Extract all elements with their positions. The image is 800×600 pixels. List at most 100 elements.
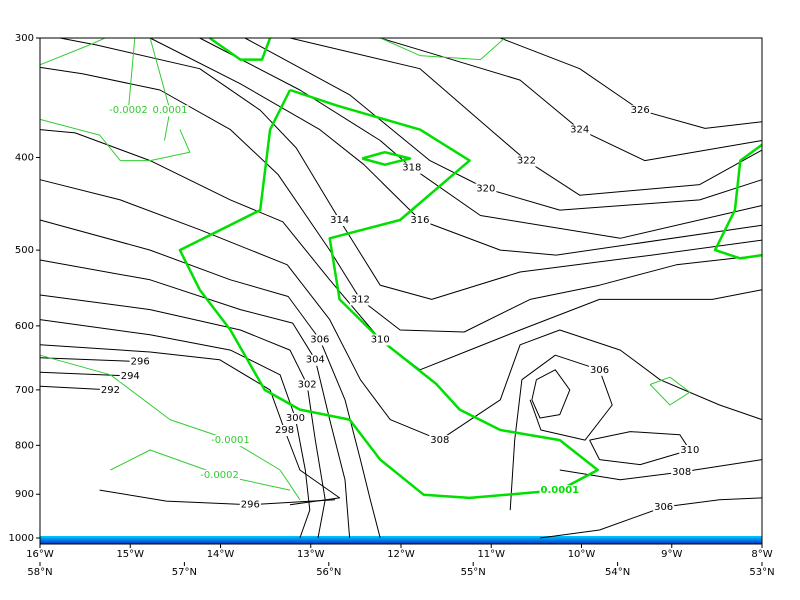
contour-line xyxy=(589,431,691,466)
contour-line xyxy=(39,354,301,500)
contour-label-bg xyxy=(129,356,151,368)
x2-tick-label: 58°N xyxy=(27,567,52,578)
y-tick-label: 300 xyxy=(15,33,34,44)
contour-label-bg xyxy=(329,215,351,227)
contour-line xyxy=(379,37,506,61)
contour-label: 308 xyxy=(672,467,691,478)
contour-label-bg xyxy=(119,371,141,383)
contour-label-bg xyxy=(653,501,675,513)
contour-line xyxy=(649,376,691,406)
contour-line xyxy=(531,369,571,419)
contour-label-bg xyxy=(210,435,251,447)
contour-label-bg xyxy=(401,162,423,174)
contour-label: 314 xyxy=(330,215,349,226)
contour-label: 294 xyxy=(121,371,140,382)
contour-label: 326 xyxy=(631,105,650,116)
x-tick-label: 9°W xyxy=(661,549,682,560)
contour-label: 296 xyxy=(241,500,260,511)
contour-label-bg xyxy=(589,364,611,376)
contour-label: 292 xyxy=(101,385,120,396)
contour-label-bg xyxy=(429,435,451,447)
x2-tick-label: 56°N xyxy=(316,567,341,578)
y-tick-label: 600 xyxy=(15,321,34,332)
contour-label: -0.0001 xyxy=(211,435,250,446)
x-tick-label: 14°W xyxy=(207,549,235,560)
contour-label: 308 xyxy=(430,435,449,446)
contour-label: 306 xyxy=(590,365,609,376)
contour-label-bg xyxy=(369,334,391,346)
contour-line xyxy=(178,88,599,500)
contour-label: 300 xyxy=(286,413,305,424)
contours xyxy=(39,36,763,539)
y-tick-label: 1000 xyxy=(9,533,34,544)
x2-tick-label: 55°N xyxy=(461,567,486,578)
contour-label: 306 xyxy=(310,334,329,345)
contour-label: 322 xyxy=(517,156,536,167)
contour-line xyxy=(39,118,191,162)
contour-label-bg xyxy=(239,499,261,511)
contour-label: 304 xyxy=(306,355,325,366)
contour-label-bg xyxy=(284,412,306,424)
contour-label-bg xyxy=(569,124,591,136)
x2-tick-label: 54°N xyxy=(605,567,630,578)
x-tick-label: 15°W xyxy=(116,549,144,560)
contour-label-bg xyxy=(679,444,701,456)
y-tick-label: 500 xyxy=(15,245,34,256)
contour-label: 324 xyxy=(570,125,589,136)
contour-label: 0.0001 xyxy=(541,485,580,496)
x-tick-label: 16°W xyxy=(26,549,54,560)
contour-label-bg xyxy=(108,105,149,117)
contour-label: -0.0002 xyxy=(109,105,148,116)
contour-label: 298 xyxy=(275,425,294,436)
contour-line xyxy=(208,36,272,61)
contour-label-bg xyxy=(151,105,189,117)
x2-tick-label: 53°N xyxy=(749,567,774,578)
contour-line xyxy=(149,37,763,256)
contour-label-bg xyxy=(304,354,326,366)
contour-line xyxy=(39,371,131,377)
contour-label: 0.0001 xyxy=(152,105,187,116)
contour-line xyxy=(149,37,171,141)
contour-label-bg xyxy=(409,215,431,227)
contour-line xyxy=(39,357,141,363)
contour-label: -0.0002 xyxy=(200,470,239,481)
contour-label: 320 xyxy=(476,183,495,194)
y-tick-label: 700 xyxy=(15,385,34,396)
x-tick-label: 8°W xyxy=(751,549,772,560)
contour-label-bg xyxy=(515,155,537,167)
contour-line xyxy=(539,497,763,539)
contour-line xyxy=(39,37,106,66)
contour-line xyxy=(99,489,336,506)
contour-label-bg xyxy=(296,379,318,391)
contour-label-bg xyxy=(349,294,371,306)
x-tick-label: 10°W xyxy=(568,549,596,560)
contour-labels: 314 316 318 320 322 324 326 312 310 308 306 304 302 3… xyxy=(99,105,701,513)
contour-label-bg xyxy=(671,466,693,478)
contour-line xyxy=(39,385,111,391)
surface-band xyxy=(40,536,762,544)
contour-label: 316 xyxy=(410,215,429,226)
contour-label: 318 xyxy=(402,163,421,174)
contour-line xyxy=(39,319,311,539)
contour-label: 310 xyxy=(371,334,390,345)
x2-tick-label: 57°N xyxy=(172,567,197,578)
contour-label-bg xyxy=(539,485,581,497)
contour-line xyxy=(380,37,763,162)
y-tick-label: 900 xyxy=(15,489,34,500)
contour-line xyxy=(289,37,763,196)
contour-line xyxy=(39,344,341,506)
contour-line xyxy=(713,143,763,260)
x-tick-label: 13°W xyxy=(297,549,325,560)
contour-line xyxy=(39,259,351,539)
contour-label: 310 xyxy=(680,445,699,456)
contour-label-bg xyxy=(475,183,497,195)
contour-label-bg xyxy=(309,334,331,346)
contour-label-bg xyxy=(199,469,240,481)
y-tick-label: 800 xyxy=(15,440,34,451)
contour-label-bg xyxy=(99,384,121,396)
contour-line xyxy=(244,37,763,211)
contour-label-bg xyxy=(274,424,296,436)
contour-line xyxy=(127,37,136,111)
